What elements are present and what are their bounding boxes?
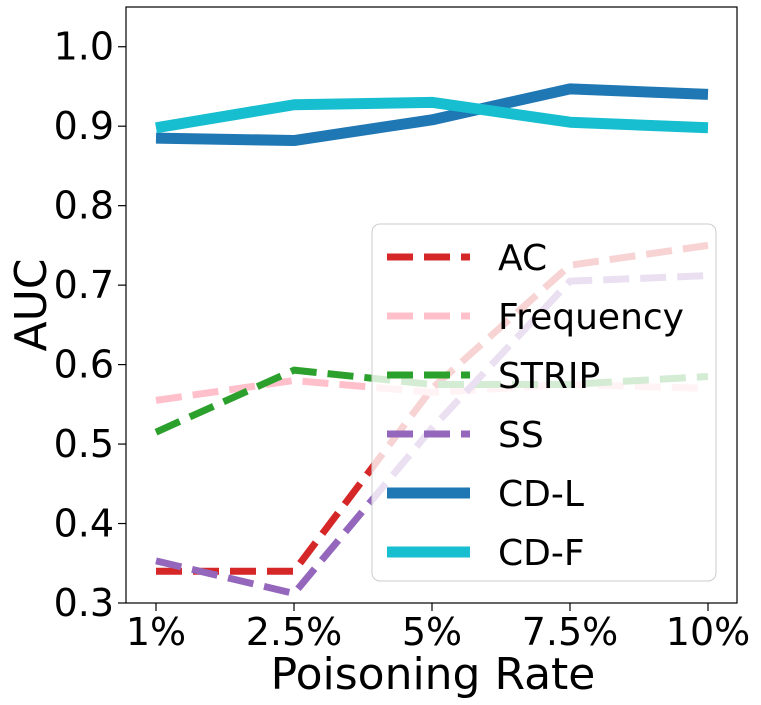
y-tick-label: 0.5 [54, 422, 114, 466]
y-tick-label: 0.6 [54, 343, 114, 387]
x-tick-label: 1% [126, 610, 186, 654]
legend-label-frequency: Frequency [498, 297, 684, 338]
legend: AC Frequency STRIP SS CD-L CD-F [371, 223, 717, 582]
legend-items: AC Frequency STRIP SS CD-L CD-F [387, 238, 684, 574]
series-line-cd-l [155, 83, 709, 147]
y-tick-label: 0.3 [54, 581, 114, 625]
y-tick-label: 1.0 [54, 25, 114, 69]
legend-label-ac: AC [498, 238, 547, 279]
legend-label-strip: STRIP [498, 356, 600, 397]
x-axis-ticks: 1% 2.5% 5% 7.5% 10% [126, 603, 750, 654]
x-tick-label: 10% [666, 610, 750, 654]
legend-label-cd-f: CD-F [498, 533, 585, 574]
y-tick-label: 0.4 [54, 502, 114, 546]
series-line-cd-f [155, 96, 709, 134]
y-axis-ticks: 0.3 0.4 0.5 0.6 0.7 0.8 0.9 1.0 [54, 25, 126, 625]
y-axis-label: AUC [6, 258, 57, 351]
legend-label-ss: SS [498, 415, 544, 456]
y-tick-label: 0.7 [54, 263, 114, 307]
x-tick-label: 7.5% [522, 610, 619, 654]
y-tick-label: 0.8 [54, 184, 114, 228]
x-axis-label: Poisoning Rate [271, 649, 596, 700]
y-tick-label: 0.9 [54, 104, 114, 148]
legend-label-cd-l: CD-L [498, 474, 584, 515]
x-tick-label: 2.5% [246, 610, 343, 654]
x-tick-label: 5% [402, 610, 462, 654]
